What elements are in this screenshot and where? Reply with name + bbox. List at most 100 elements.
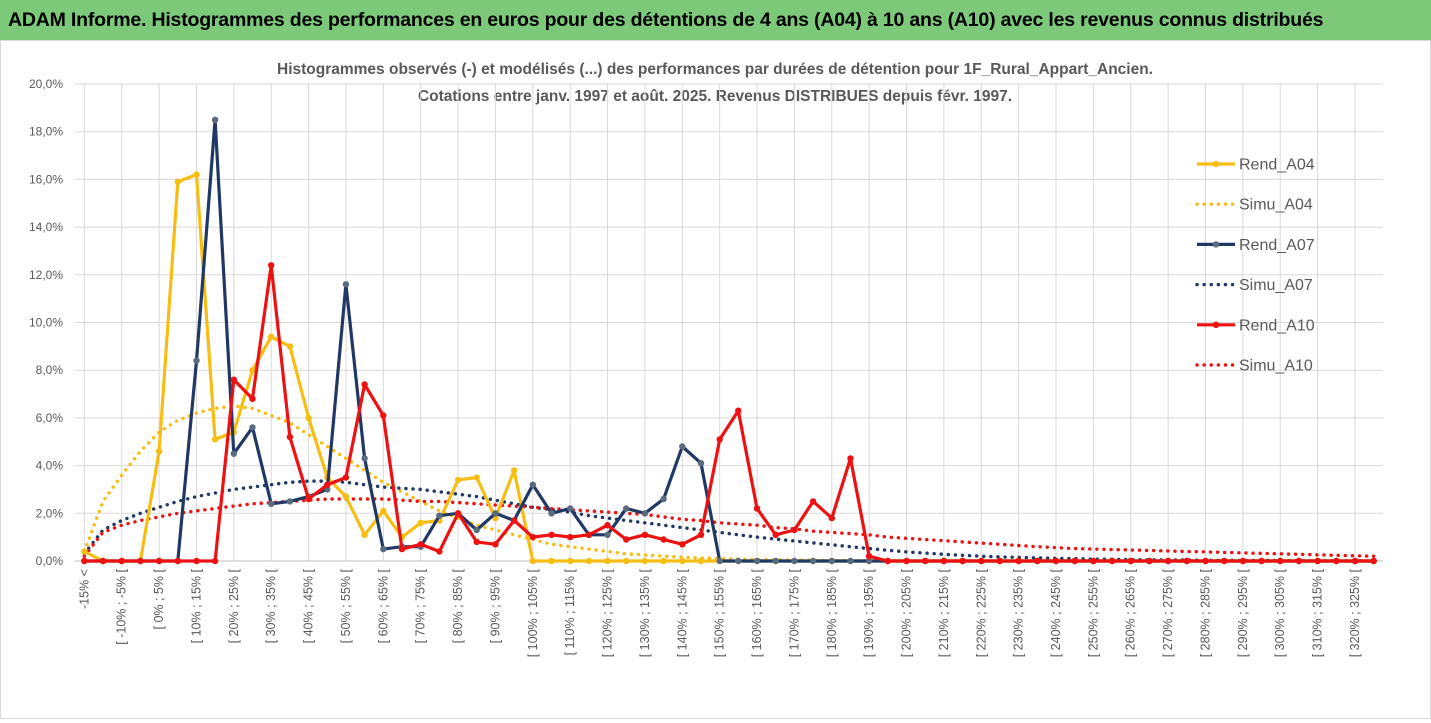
data-point: [286, 433, 294, 441]
data-point: [660, 495, 667, 503]
data-point: [492, 510, 499, 517]
data-point: [1314, 557, 1321, 565]
legend-marker: [1212, 241, 1220, 248]
legend-label: Simu_A04: [1239, 197, 1313, 214]
data-point: [623, 536, 630, 543]
data-point: [342, 493, 350, 500]
data-point: [268, 333, 275, 340]
x-tick-label: [ 90% ; 95% [: [488, 568, 502, 643]
data-point: [585, 531, 593, 538]
data-point: [417, 541, 424, 548]
data-point: [529, 481, 536, 488]
data-point: [585, 557, 593, 565]
chart-title-line-2: Cotations entre janv. 1997 et août. 2025…: [418, 88, 1012, 105]
data-point: [529, 533, 536, 541]
x-tick-label: [ 300% ; 305% [: [1273, 568, 1287, 657]
x-tick-label: [ 250% ; 255% [: [1086, 568, 1100, 657]
data-point: [268, 500, 275, 507]
series-line-Rend_A10: [84, 263, 1374, 563]
data-point: [1052, 557, 1060, 565]
series-line-Simu_A07: [82, 479, 1376, 563]
x-tick-label: [ 60% ; 65% [: [376, 568, 390, 643]
x-tick-label: [ 230% ; 235% [: [1012, 568, 1026, 657]
data-point: [1108, 557, 1116, 565]
data-point: [753, 557, 761, 565]
data-point: [548, 531, 555, 538]
y-tick-label: 20,0%: [29, 77, 63, 91]
legend-label: Simu_A10: [1239, 358, 1313, 375]
series-line-Simu_A10: [82, 497, 1376, 558]
data-point: [286, 498, 294, 505]
page-banner: ADAM Informe. Histogrammes des performan…: [0, 0, 1431, 40]
data-point: [641, 510, 649, 517]
data-point: [193, 557, 200, 565]
data-point: [641, 531, 649, 538]
data-point: [735, 557, 742, 565]
histogram-line-chart: Histogrammes observés (-) et modélisés (…: [29, 61, 1383, 657]
data-point: [305, 414, 312, 422]
data-point: [211, 557, 219, 565]
data-point: [865, 553, 873, 560]
data-point: [716, 557, 723, 565]
y-tick-label: 2,0%: [36, 506, 64, 520]
data-point: [847, 557, 854, 565]
y-tick-label: 6,0%: [36, 411, 64, 425]
data-point: [1221, 557, 1228, 565]
data-point: [286, 343, 294, 350]
data-point: [417, 519, 424, 526]
x-tick-label: [ 50% ; 55% [: [339, 568, 353, 643]
series-lines: [81, 116, 1377, 565]
data-point: [660, 536, 667, 543]
data-point: [1127, 557, 1134, 565]
data-point: [809, 557, 817, 565]
x-tick-label: [ 200% ; 205% [: [900, 568, 914, 657]
x-tick-label: [ 280% ; 285% [: [1198, 568, 1212, 657]
x-tick-label: [ 270% ; 275% [: [1161, 568, 1175, 657]
data-point: [847, 455, 854, 462]
data-point: [604, 531, 611, 538]
data-point: [567, 505, 574, 512]
data-point: [735, 407, 742, 414]
data-point: [305, 495, 312, 503]
x-tick-label: [ 180% ; 185% [: [825, 568, 839, 657]
legend-label: Simu_A07: [1239, 277, 1313, 294]
data-point: [380, 545, 387, 553]
data-point: [324, 481, 331, 488]
data-point: [510, 467, 518, 474]
x-tick-label: [ -10% ; -5% [: [115, 568, 129, 644]
data-point: [884, 557, 891, 565]
legend-label: Rend_A10: [1239, 317, 1315, 334]
data-point: [697, 557, 705, 565]
data-point: [436, 512, 443, 519]
data-point: [1202, 557, 1209, 565]
y-tick-label: 0,0%: [36, 554, 64, 568]
data-point: [193, 171, 200, 178]
data-point: [567, 557, 574, 565]
data-point: [137, 557, 144, 565]
data-point: [697, 460, 705, 467]
x-tick-label: [ 160% ; 165% [: [750, 568, 764, 657]
data-point: [454, 476, 462, 484]
data-point: [791, 557, 798, 565]
y-tick-label: 14,0%: [29, 220, 63, 234]
x-tick-label: [ 190% ; 195% [: [862, 568, 876, 657]
data-point: [211, 116, 219, 124]
data-point: [1015, 557, 1022, 565]
x-tick-label: [ 130% ; 135% [: [638, 568, 652, 657]
x-tick-label: [ 10% ; 15% [: [189, 568, 203, 643]
data-point: [492, 541, 499, 548]
data-point: [697, 531, 705, 538]
data-point: [211, 436, 219, 443]
data-point: [249, 395, 256, 402]
data-point: [940, 557, 948, 565]
data-point: [342, 474, 350, 481]
x-tick-label: [ 310% ; 315% [: [1311, 568, 1325, 657]
data-point: [81, 548, 88, 555]
x-axis: -15% < [ -10% ; -5% [[ 0% ; 5% [[ 10% ; 1…: [75, 560, 1383, 657]
data-point: [436, 548, 443, 555]
data-point: [529, 557, 536, 565]
data-point: [903, 557, 910, 565]
data-point: [380, 507, 387, 515]
data-point: [1295, 557, 1303, 565]
data-point: [174, 557, 181, 565]
